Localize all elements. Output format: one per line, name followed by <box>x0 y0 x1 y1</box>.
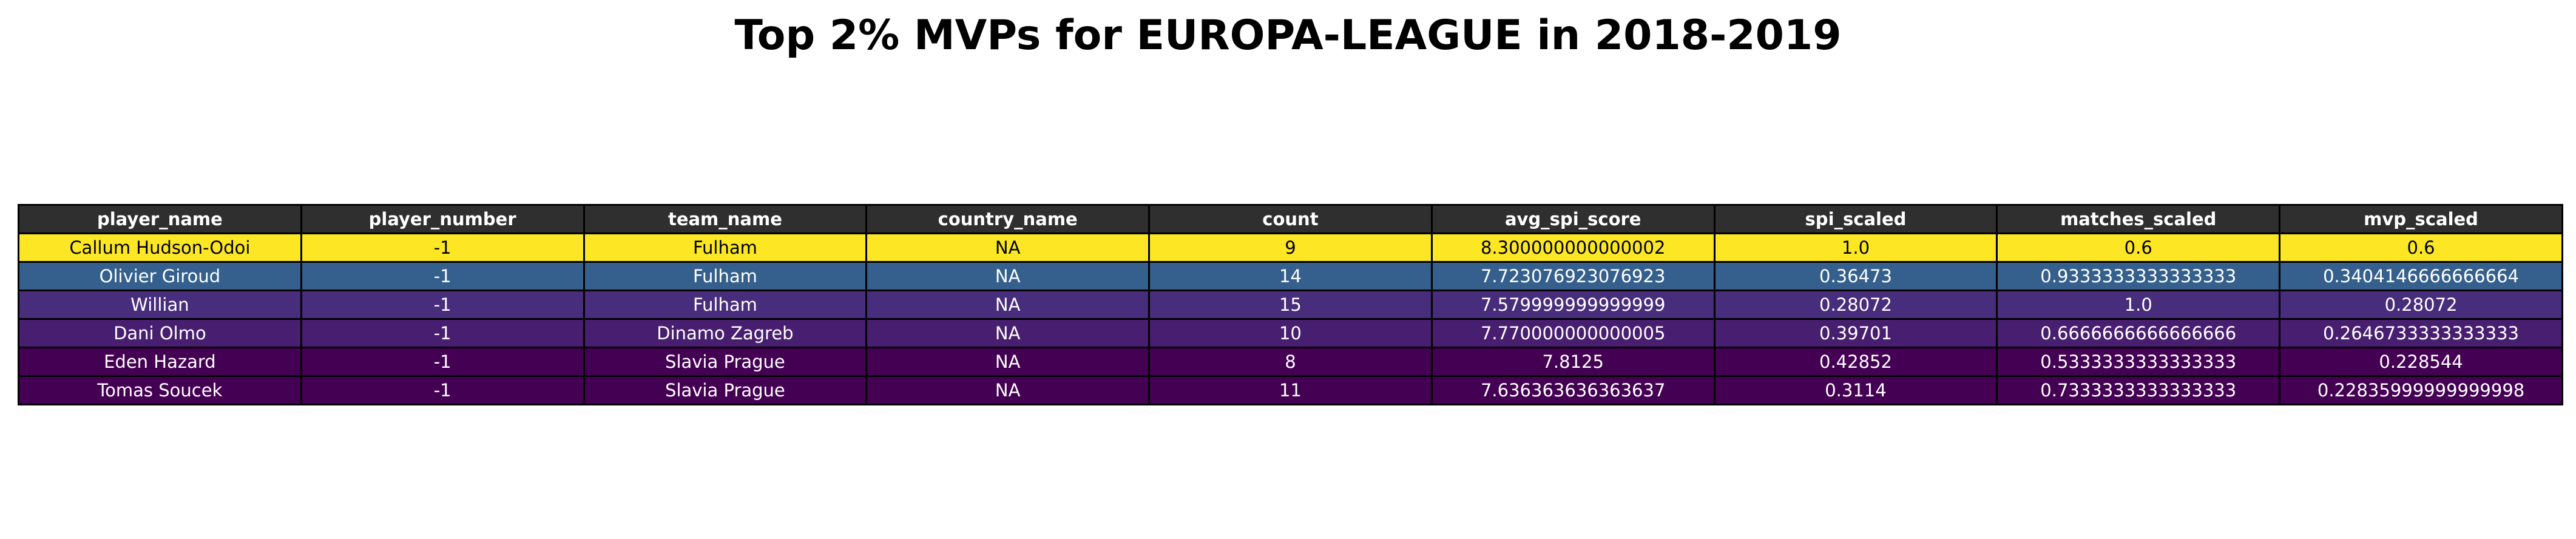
table-cell-count: 14 <box>1148 261 1433 291</box>
column-header: avg_spi_score <box>1430 204 1716 234</box>
table-cell-player-name: Willian <box>18 290 302 320</box>
table-cell-mvp-scaled: 0.3404146666666664 <box>2279 261 2563 291</box>
table-cell-mvp-scaled: 0.6 <box>2279 232 2563 263</box>
table-cell-spi-scaled: 0.36473 <box>1713 261 1998 291</box>
column-header: country_name <box>865 204 1151 234</box>
table-cell-player-name: Eden Hazard <box>18 347 302 377</box>
table-cell-avg-spi-score: 7.579999999999999 <box>1430 290 1716 320</box>
table-cell-player-number: -1 <box>300 318 585 348</box>
table-cell-matches-scaled: 0.5333333333333333 <box>1996 347 2281 377</box>
table-cell-matches-scaled: 0.6 <box>1996 232 2281 263</box>
table-cell-avg-spi-score: 7.8125 <box>1430 347 1716 377</box>
table-cell-count: 15 <box>1148 290 1433 320</box>
table-cell-player-number: -1 <box>300 232 585 263</box>
table-cell-country-name: NA <box>865 261 1151 291</box>
table-cell-avg-spi-score: 8.300000000000002 <box>1430 232 1716 263</box>
table-header-row: player_name player_number team_name coun… <box>18 204 2563 234</box>
table-cell-spi-scaled: 0.39701 <box>1713 318 1998 348</box>
table-cell-count: 10 <box>1148 318 1433 348</box>
table-cell-team-name: Slavia Prague <box>583 347 868 377</box>
table-cell-team-name: Dinamo Zagreb <box>583 318 868 348</box>
table-cell-matches-scaled: 0.9333333333333333 <box>1996 261 2281 291</box>
table-cell-mvp-scaled: 0.22835999999999998 <box>2279 375 2563 405</box>
column-header: team_name <box>583 204 868 234</box>
table-cell-mvp-scaled: 0.228544 <box>2279 347 2563 377</box>
table-cell-matches-scaled: 0.6666666666666666 <box>1996 318 2281 348</box>
table-row: Dani Olmo -1 Dinamo Zagreb NA 10 7.7700000000… <box>18 318 2563 348</box>
table-cell-player-name: Dani Olmo <box>18 318 302 348</box>
table-cell-player-name: Tomas Soucek <box>18 375 302 405</box>
column-header: mvp_scaled <box>2279 204 2563 234</box>
table-cell-player-name: Olivier Giroud <box>18 261 302 291</box>
table-cell-mvp-scaled: 0.28072 <box>2279 290 2563 320</box>
column-header: spi_scaled <box>1713 204 1998 234</box>
table-cell-team-name: Slavia Prague <box>583 375 868 405</box>
table-cell-player-number: -1 <box>300 375 585 405</box>
table-cell-country-name: NA <box>865 232 1151 263</box>
chart-title: Top 2% MVPs for EUROPA-LEAGUE in 2018-20… <box>734 12 1842 59</box>
table-cell-avg-spi-score: 7.636363636363637 <box>1430 375 1716 405</box>
table-row: Eden Hazard -1 Slavia Prague NA 8 7.8125 0.428… <box>18 347 2563 377</box>
table-cell-avg-spi-score: 7.770000000000005 <box>1430 318 1716 348</box>
table-row: Callum Hudson-Odoi -1 Fulham NA 9 8.300000000… <box>18 232 2563 263</box>
table-cell-player-number: -1 <box>300 261 585 291</box>
table-cell-matches-scaled: 1.0 <box>1996 290 2281 320</box>
table-row: Olivier Giroud -1 Fulham NA 14 7.723076923076… <box>18 261 2563 291</box>
table-cell-spi-scaled: 0.3114 <box>1713 375 1998 405</box>
column-header: matches_scaled <box>1996 204 2281 234</box>
table-cell-player-number: -1 <box>300 290 585 320</box>
table-cell-spi-scaled: 0.28072 <box>1713 290 1998 320</box>
table-cell-count: 11 <box>1148 375 1433 405</box>
table-cell-mvp-scaled: 0.2646733333333333 <box>2279 318 2563 348</box>
column-header: count <box>1148 204 1433 234</box>
table-row: Willian -1 Fulham NA 15 7.579999999999999 0.28… <box>18 290 2563 320</box>
table-cell-country-name: NA <box>865 290 1151 320</box>
column-header: player_number <box>300 204 585 234</box>
table-cell-spi-scaled: 0.42852 <box>1713 347 1998 377</box>
table-cell-country-name: NA <box>865 375 1151 405</box>
table-cell-team-name: Fulham <box>583 290 868 320</box>
mvp-table: player_name player_number team_name coun… <box>18 204 2563 405</box>
table-row: Tomas Soucek -1 Slavia Prague NA 11 7.6363636… <box>18 375 2563 405</box>
table-cell-spi-scaled: 1.0 <box>1713 232 1998 263</box>
table-cell-team-name: Fulham <box>583 232 868 263</box>
table-cell-avg-spi-score: 7.723076923076923 <box>1430 261 1716 291</box>
table-cell-matches-scaled: 0.7333333333333333 <box>1996 375 2281 405</box>
table-cell-player-number: -1 <box>300 347 585 377</box>
table-cell-country-name: NA <box>865 318 1151 348</box>
table-cell-team-name: Fulham <box>583 261 868 291</box>
table-body: Callum Hudson-Odoi -1 Fulham NA 9 8.300000000… <box>18 232 2563 405</box>
table-cell-count: 9 <box>1148 232 1433 263</box>
table-cell-country-name: NA <box>865 347 1151 377</box>
table-cell-player-name: Callum Hudson-Odoi <box>18 232 302 263</box>
table-cell-count: 8 <box>1148 347 1433 377</box>
column-header: player_name <box>18 204 302 234</box>
